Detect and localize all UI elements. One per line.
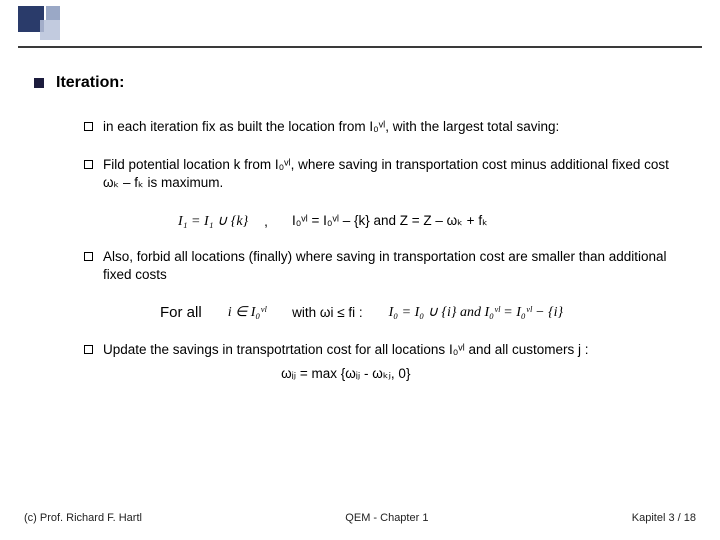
bullet-1: in each iteration fix as built the locat… [84, 118, 686, 136]
decor-square-b [40, 20, 60, 40]
forall-rhs: I₀ = I₀ ∪ {i} and I₀ᵛˡ = I₀ᵛˡ − {i} [389, 304, 564, 321]
forall-cond: with ωi ≤ fi : [292, 305, 362, 320]
header-decor [0, 0, 720, 48]
bullet-2: Fild potential location k from I₀ᵛˡ, whe… [84, 156, 686, 192]
open-square-icon [84, 160, 93, 169]
bullet-1-text: in each iteration fix as built the locat… [103, 118, 559, 136]
bullet-3: Also, forbid all locations (finally) whe… [84, 248, 686, 284]
forall-set: i ∈ I₀ᵛˡ [228, 304, 266, 321]
bullet-4-block: Update the savings in transpotrtation co… [103, 341, 589, 383]
content: Iteration: in each iteration fix as buil… [34, 74, 686, 482]
footer-left: (c) Prof. Richard F. Hartl [24, 512, 142, 524]
decor-square-c [46, 6, 60, 20]
sublist: in each iteration fix as built the locat… [84, 118, 686, 384]
formula-1: I₁ = I₁ ∪ {k} , I₀ᵛˡ = I₀ᵛˡ – {k} and Z … [178, 213, 686, 230]
square-bullet-icon [34, 78, 44, 88]
forall-row: For all i ∈ I₀ᵛˡ with ωi ≤ fi : I₀ = I₀ … [160, 304, 686, 321]
open-square-icon [84, 122, 93, 131]
open-square-icon [84, 345, 93, 354]
footer-center: QEM - Chapter 1 [345, 512, 428, 524]
slide: Iteration: in each iteration fix as buil… [0, 0, 720, 540]
bullet-3-text: Also, forbid all locations (finally) whe… [103, 248, 686, 284]
footer: (c) Prof. Richard F. Hartl QEM - Chapter… [24, 512, 696, 524]
heading: Iteration: [56, 74, 124, 92]
footer-right: Kapitel 3 / 18 [632, 512, 696, 524]
formula-1-left: I₁ = I₁ ∪ {k} [178, 213, 248, 230]
omega-update: ωᵢⱼ = max {ωᵢⱼ - ωₖⱼ, 0} [103, 365, 589, 383]
bullet-4-text: Update the savings in transpotrtation co… [103, 342, 589, 357]
forall-label: For all [160, 304, 202, 321]
heading-row: Iteration: [34, 74, 686, 92]
formula-1-sep: , [264, 214, 268, 229]
header-rule [18, 46, 702, 48]
bullet-4: Update the savings in transpotrtation co… [84, 341, 686, 383]
formula-1-right: I₀ᵛˡ = I₀ᵛˡ – {k} and Z = Z – ωₖ + fₖ [292, 213, 488, 229]
bullet-2-text: Fild potential location k from I₀ᵛˡ, whe… [103, 156, 686, 192]
open-square-icon [84, 252, 93, 261]
